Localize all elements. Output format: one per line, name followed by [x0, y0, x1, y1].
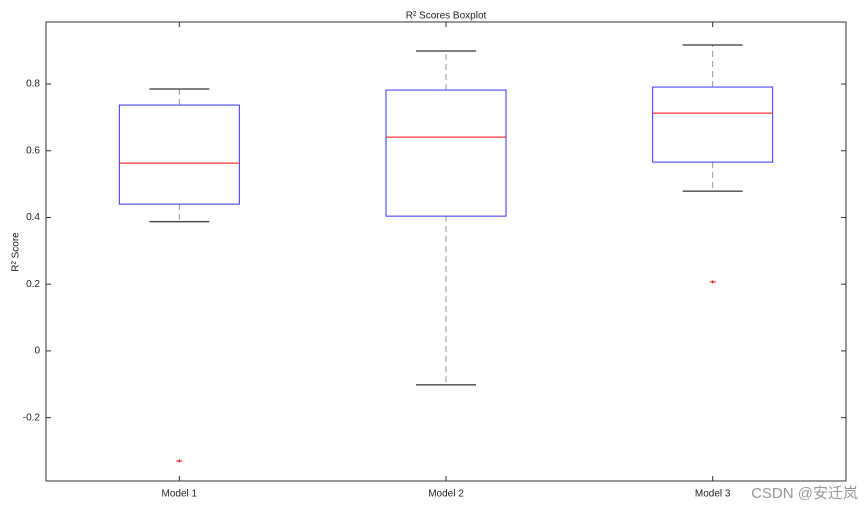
x-tick-label: Model 2	[428, 489, 464, 500]
x-tick-label: Model 1	[162, 489, 198, 500]
x-tick-label: Model 3	[695, 489, 731, 500]
box	[652, 86, 774, 163]
outlier	[176, 459, 183, 463]
y-tick-label: 0.2	[26, 279, 40, 290]
y-tick-label: 0.6	[26, 145, 40, 156]
y-tick-label: -0.2	[23, 412, 41, 423]
y-tick-label: 0.8	[26, 79, 40, 90]
watermark: CSDN @安迁岚	[751, 485, 858, 502]
box	[118, 104, 240, 205]
box	[385, 89, 507, 217]
y-tick-label: 0	[34, 346, 40, 357]
chart-title: R² Scores Boxplot	[406, 11, 487, 22]
outlier	[709, 280, 716, 284]
y-tick-label: 0.4	[26, 212, 40, 223]
y-axis-label: R² Score	[11, 232, 22, 272]
